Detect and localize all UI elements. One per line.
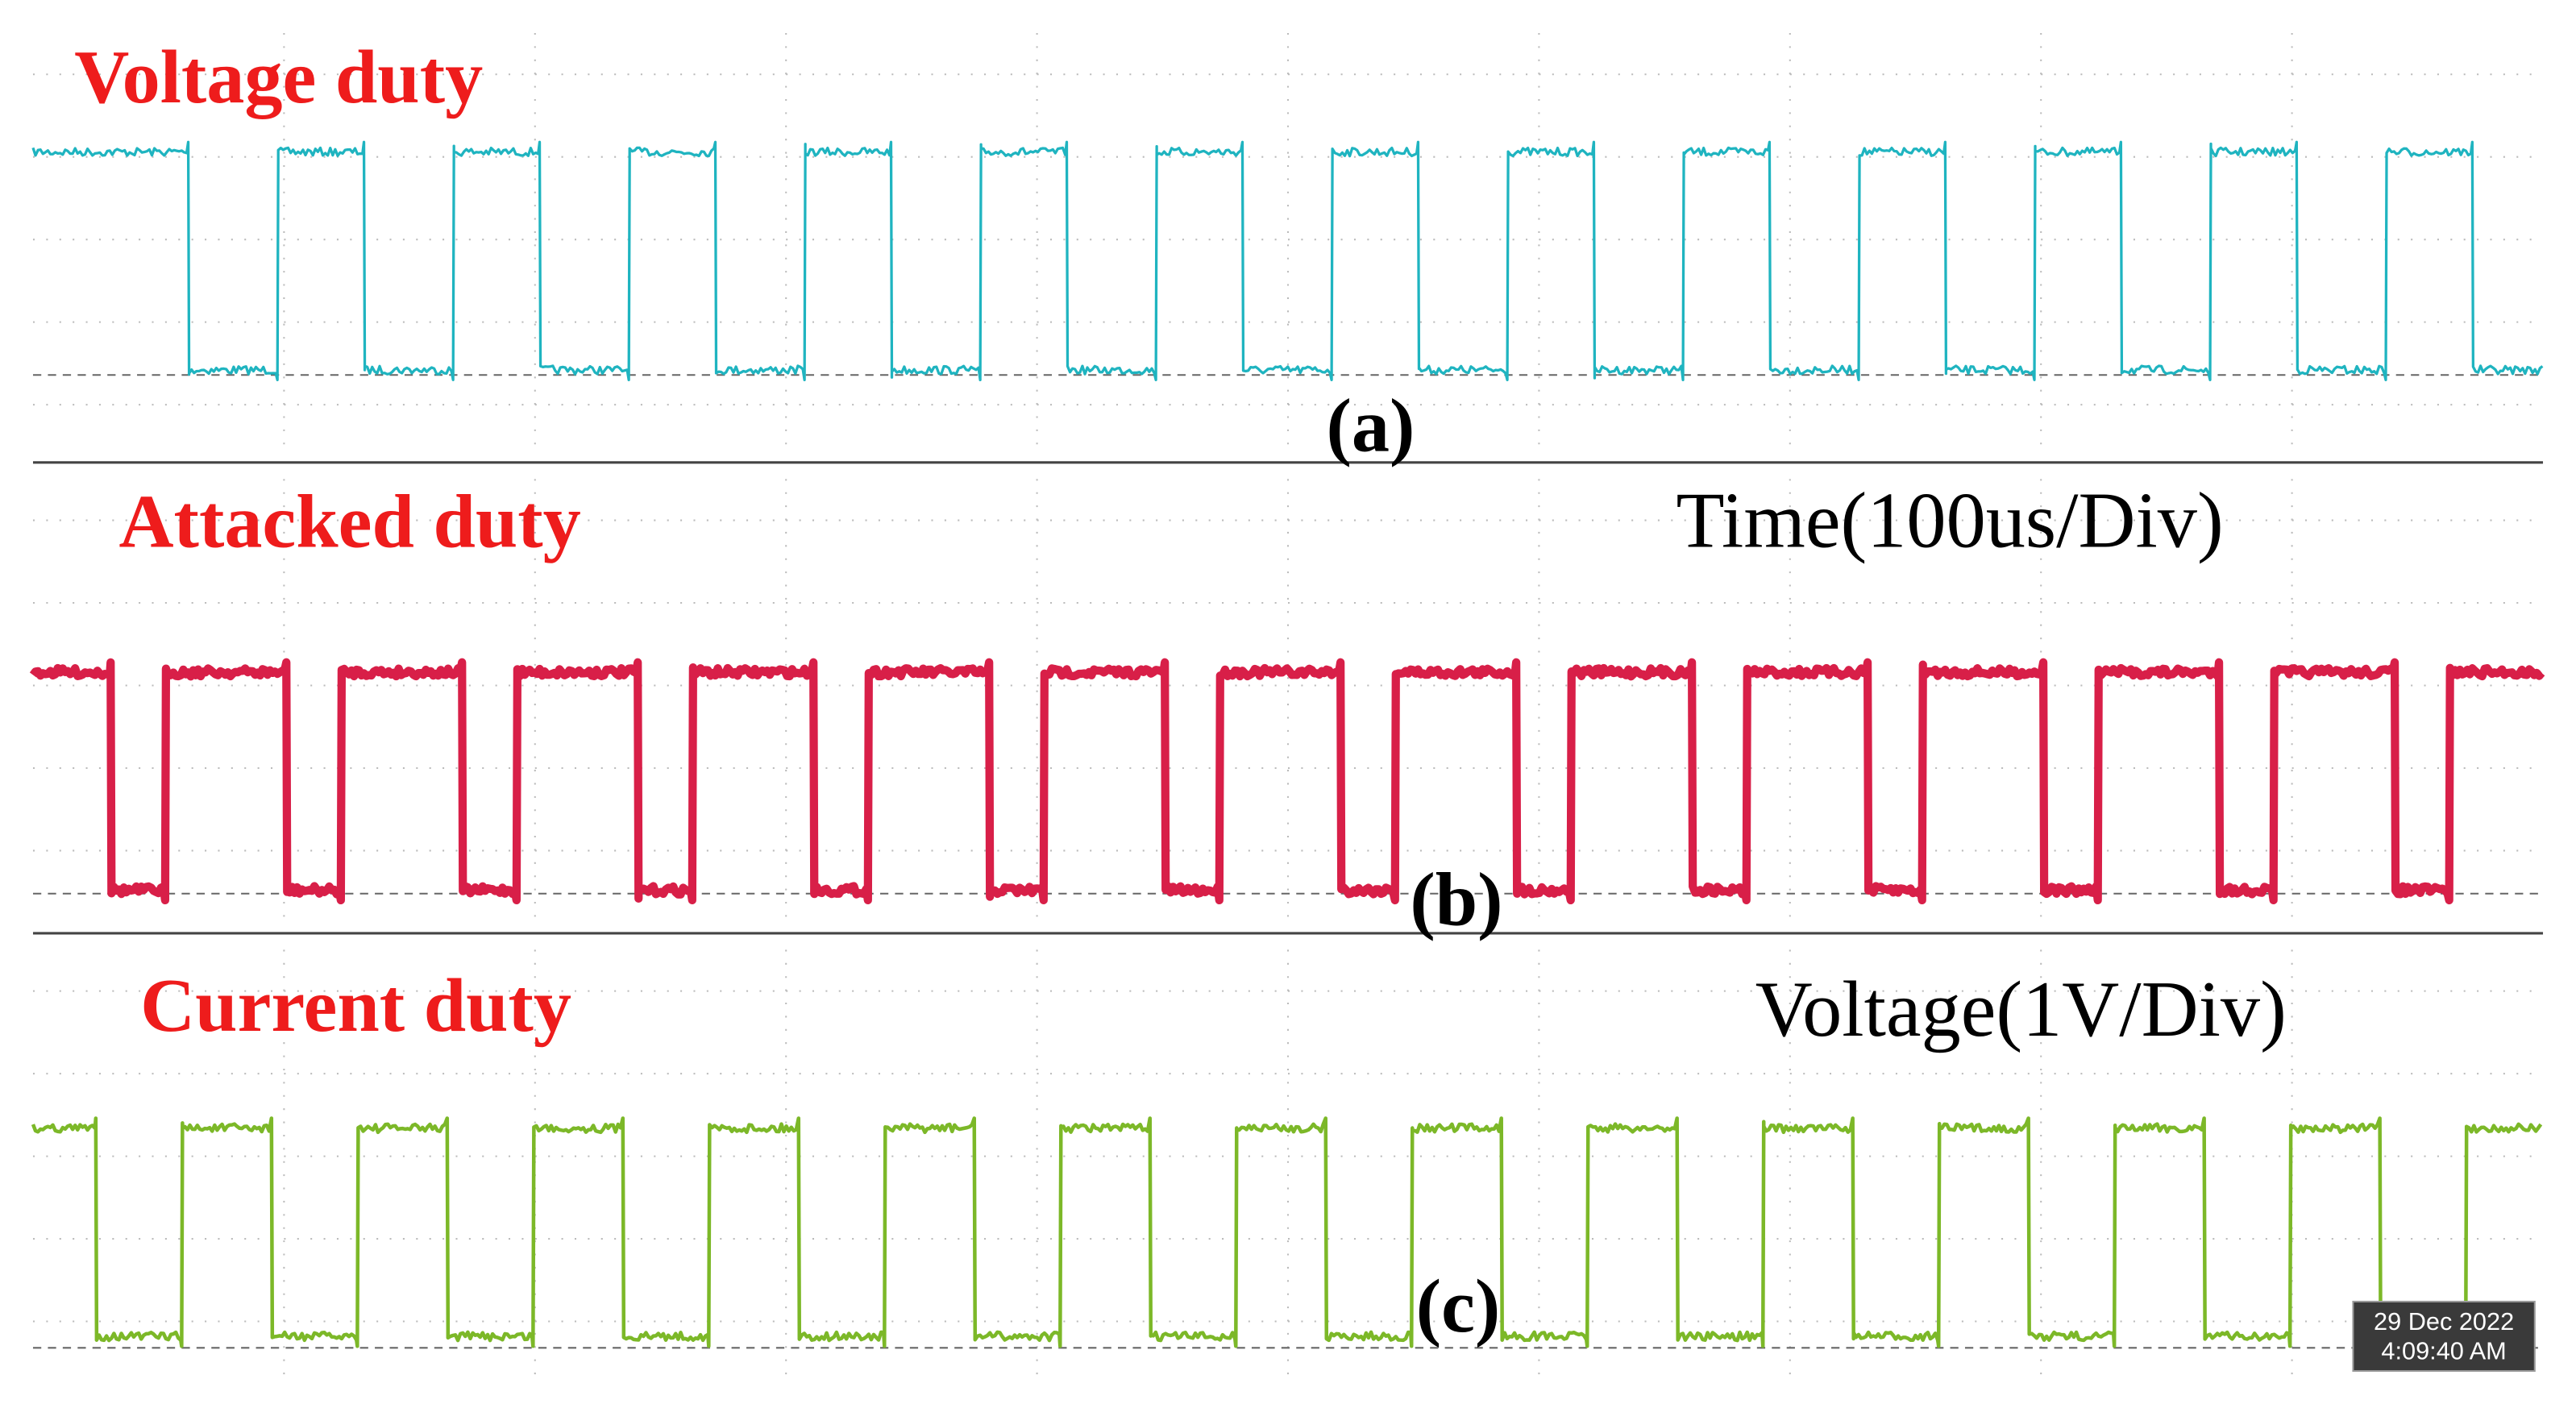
panel-tag: (b)	[1410, 858, 1502, 942]
timestamp-time: 4:09:40 AM	[2381, 1337, 2506, 1365]
waveform	[29, 658, 2545, 905]
waveform	[31, 140, 2544, 382]
voltage-scale: Voltage(1V/Div)	[1755, 966, 2287, 1053]
waveforms	[29, 140, 2545, 1348]
panel-tag: (a)	[1326, 384, 1415, 467]
panel-label: Voltage duty	[74, 35, 483, 119]
timestamp-date: 29 Dec 2022	[2374, 1307, 2514, 1335]
waveform	[31, 1116, 2543, 1348]
panel-tag: (c)	[1416, 1265, 1501, 1348]
time-scale: Time(100us/Div)	[1676, 476, 2223, 564]
panel-label: Current duty	[140, 964, 571, 1048]
timestamp-box	[2352, 1300, 2536, 1373]
grid	[32, 32, 2544, 1380]
panel-label: Attacked duty	[119, 480, 581, 563]
